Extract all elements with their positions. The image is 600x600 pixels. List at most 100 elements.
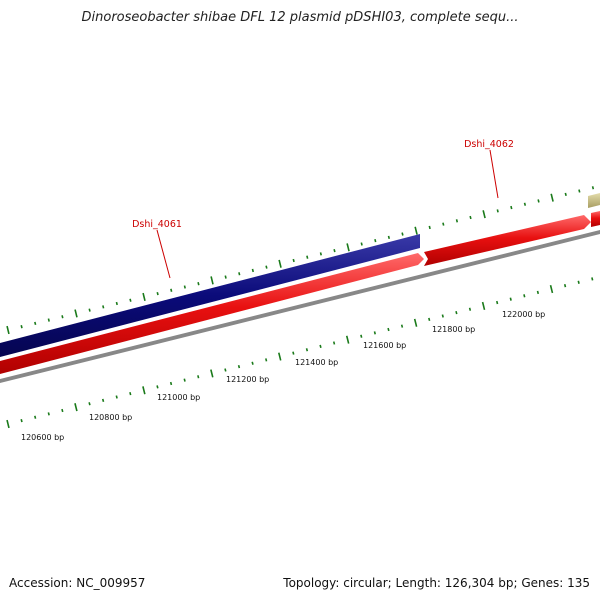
- gc-tick: [319, 344, 322, 349]
- backbone-line: [0, 230, 600, 383]
- gene-dshi-4062[interactable]: [424, 215, 591, 266]
- gc-tick: [129, 391, 132, 396]
- gc-tick: [88, 402, 91, 406]
- gc-tick: [549, 284, 554, 294]
- gc-tick: [88, 308, 91, 312]
- gc-tick: [34, 415, 37, 419]
- gc-tick: [292, 351, 295, 355]
- gc-tick: [224, 275, 227, 279]
- footer-accession: Accession: NC_009957: [9, 576, 146, 590]
- gc-tick: [47, 412, 50, 416]
- label-leader-dshi-4061: [156, 229, 171, 279]
- gc-tick: [400, 324, 404, 328]
- scale-label: 121000 bp: [157, 393, 200, 402]
- gc-tick: [197, 375, 200, 379]
- gc-tick: [428, 317, 431, 322]
- gc-tick: [482, 210, 486, 219]
- gc-tick: [577, 280, 580, 284]
- gc-tick: [563, 284, 567, 288]
- gc-tick: [265, 358, 268, 362]
- gc-tick: [278, 352, 282, 361]
- gc-tick: [496, 300, 499, 305]
- gc-tick: [523, 294, 526, 298]
- gc-tick: [197, 282, 200, 286]
- scale-label: 121600 bp: [363, 341, 406, 350]
- gc-tick: [346, 243, 350, 252]
- feature-partial-right[interactable]: [588, 193, 600, 208]
- gc-tick: [536, 290, 540, 295]
- gc-tick: [169, 381, 173, 386]
- gc-tick: [564, 192, 567, 196]
- gc-tick: [142, 386, 146, 395]
- gc-tick: [142, 292, 146, 301]
- gc-content-track-outer: [6, 186, 595, 335]
- gc-tick: [47, 318, 50, 322]
- gc-tick: [74, 309, 78, 318]
- gc-tick: [591, 277, 594, 281]
- gc-tick: [34, 321, 37, 326]
- gc-tick: [102, 305, 105, 309]
- gc-tick: [441, 314, 444, 318]
- gc-tick: [373, 331, 376, 335]
- gc-tick: [170, 288, 173, 292]
- cds-forward-track-right[interactable]: [591, 211, 600, 227]
- gc-tick: [387, 235, 391, 239]
- label-leader-dshi-4062: [489, 149, 499, 199]
- gc-tick: [74, 403, 78, 412]
- gc-tick: [129, 298, 132, 302]
- gc-tick: [401, 232, 404, 236]
- scale-label: 121800 bp: [432, 325, 475, 334]
- gc-tick: [210, 369, 214, 378]
- gene-label-dshi-4062[interactable]: Dshi_4062: [464, 139, 514, 150]
- gc-tick: [292, 258, 295, 263]
- gc-tick: [20, 325, 23, 329]
- gc-tick: [237, 364, 241, 369]
- gc-tick: [414, 226, 418, 235]
- gc-tick: [101, 398, 105, 403]
- gene-label-dshi-4061[interactable]: Dshi_4061: [132, 219, 182, 230]
- gc-tick: [481, 301, 486, 310]
- gc-tick: [360, 334, 363, 338]
- gc-tick: [591, 186, 595, 190]
- gc-tick: [251, 268, 254, 273]
- gc-tick: [387, 327, 390, 332]
- gc-tick: [428, 225, 431, 230]
- gc-tick: [509, 297, 512, 301]
- gc-tick: [265, 265, 268, 269]
- gc-tick: [442, 222, 445, 226]
- gc-tick: [61, 315, 64, 319]
- gene-dshi-4061[interactable]: [0, 234, 420, 357]
- gc-tick: [345, 335, 350, 344]
- gc-tick: [251, 361, 254, 365]
- cds-forward-track-left[interactable]: [0, 253, 424, 374]
- gc-tick: [319, 252, 323, 256]
- gc-tick: [6, 325, 10, 335]
- gc-tick: [332, 341, 336, 345]
- gc-tick: [61, 408, 64, 413]
- gc-tick: [156, 291, 159, 296]
- scale-labels: 120600 bp 120800 bp 121000 bp 121200 bp …: [21, 310, 545, 442]
- gc-tick: [374, 239, 377, 243]
- gc-tick: [210, 276, 214, 285]
- gc-tick: [496, 209, 499, 213]
- gc-tick: [6, 419, 10, 429]
- gc-tick: [510, 205, 513, 210]
- gc-tick: [455, 311, 458, 315]
- gc-tick: [183, 378, 186, 382]
- gc-tick: [278, 259, 282, 268]
- scale-label: 121200 bp: [226, 375, 269, 384]
- gc-tick: [455, 219, 459, 223]
- gc-tick: [20, 418, 23, 423]
- gc-tick: [305, 348, 309, 352]
- scale-label: 122000 bp: [502, 310, 545, 319]
- gc-tick: [238, 272, 241, 276]
- gc-tick: [183, 285, 186, 289]
- gc-tick: [224, 368, 227, 372]
- scale-label: 120600 bp: [21, 433, 64, 442]
- gc-tick: [469, 215, 472, 220]
- gc-content-track-inner: [6, 277, 594, 429]
- gc-tick: [115, 395, 118, 399]
- gc-tick: [537, 199, 540, 203]
- gc-tick: [550, 193, 554, 202]
